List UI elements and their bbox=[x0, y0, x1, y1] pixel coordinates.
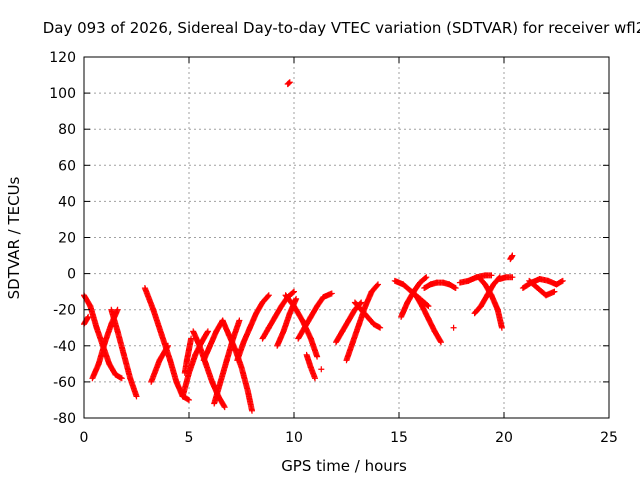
data-point-marker bbox=[423, 274, 430, 281]
y-tick-label: 40 bbox=[58, 194, 76, 210]
data-point-marker bbox=[358, 299, 365, 306]
y-tick-label: 60 bbox=[58, 158, 76, 174]
data-point-marker bbox=[291, 288, 297, 295]
data-point-marker bbox=[184, 396, 191, 403]
data-point-marker bbox=[164, 343, 171, 350]
data-point-marker bbox=[204, 329, 211, 336]
data-point-marker bbox=[265, 292, 272, 299]
data-point-marker bbox=[424, 302, 431, 309]
data-point-marker bbox=[377, 324, 384, 331]
y-tick-label: 120 bbox=[49, 50, 76, 66]
data-point-marker bbox=[165, 342, 171, 349]
data-point-marker bbox=[318, 366, 325, 373]
data-point-marker bbox=[286, 79, 293, 86]
data-point-marker bbox=[221, 403, 228, 410]
data-point-marker bbox=[451, 284, 458, 291]
axis-ticks: -80 -60 -40 -20 0 20 40 60 80 100 120 0 5 10 15 20 25 bbox=[49, 50, 618, 446]
data-point-marker bbox=[221, 404, 228, 411]
grid bbox=[84, 57, 609, 418]
data-point-marker bbox=[488, 272, 495, 279]
data-point-marker bbox=[438, 339, 444, 346]
data-point-marker bbox=[186, 396, 192, 403]
data-point-marker bbox=[236, 317, 243, 324]
data-point-marker bbox=[286, 79, 293, 86]
data-point-marker bbox=[374, 282, 381, 289]
x-tick-label: 20 bbox=[495, 430, 513, 446]
data-point-marker bbox=[117, 374, 124, 381]
data-point-marker bbox=[551, 288, 558, 295]
data-point-marker bbox=[312, 375, 318, 382]
data-point-marker bbox=[290, 289, 297, 296]
data-point-marker bbox=[425, 303, 432, 310]
data-point-marker bbox=[376, 324, 383, 331]
x-tick-label: 15 bbox=[390, 430, 408, 446]
data-point-marker bbox=[118, 375, 125, 382]
y-tick-label: -20 bbox=[53, 303, 76, 319]
y-tick-label: -80 bbox=[53, 411, 76, 427]
data-point-marker bbox=[293, 295, 300, 302]
x-tick-label: 10 bbox=[285, 430, 303, 446]
data-point-marker bbox=[114, 306, 121, 313]
y-tick-label: 100 bbox=[49, 86, 76, 102]
data-point-marker bbox=[328, 290, 335, 297]
data-point-marker bbox=[437, 338, 444, 345]
x-tick-label: 5 bbox=[185, 430, 194, 446]
data-point-marker bbox=[498, 324, 505, 331]
x-tick-label: 25 bbox=[600, 430, 618, 446]
data-points bbox=[81, 79, 566, 414]
y-tick-label: 80 bbox=[58, 122, 76, 138]
data-point-marker bbox=[265, 293, 272, 300]
data-point-marker bbox=[452, 285, 459, 292]
y-axis-label: SDTVAR / TECUs bbox=[5, 176, 23, 299]
data-point-marker bbox=[249, 407, 255, 414]
data-point-marker bbox=[375, 281, 381, 288]
data-point-marker bbox=[285, 80, 292, 87]
y-tick-label: 20 bbox=[58, 231, 76, 247]
chart-title: Day 093 of 2026, Sidereal Day-to-day VTE… bbox=[43, 19, 640, 37]
data-point-marker bbox=[509, 252, 516, 259]
data-point-marker bbox=[509, 274, 516, 281]
data-point-marker bbox=[85, 313, 92, 320]
data-point-marker bbox=[133, 393, 140, 400]
data-point-marker bbox=[204, 328, 211, 335]
data-point-marker bbox=[422, 274, 429, 281]
y-tick-label: -40 bbox=[53, 339, 76, 355]
x-tick-label: 0 bbox=[80, 430, 89, 446]
x-axis-label: GPS time / hours bbox=[281, 457, 407, 475]
y-tick-label: -60 bbox=[53, 375, 76, 391]
data-point-marker bbox=[450, 324, 457, 331]
data-point-marker bbox=[188, 335, 195, 342]
data-point-marker bbox=[558, 278, 565, 285]
y-tick-label: 0 bbox=[67, 267, 76, 283]
data-point-marker bbox=[559, 277, 566, 284]
data-point-marker bbox=[314, 353, 321, 360]
